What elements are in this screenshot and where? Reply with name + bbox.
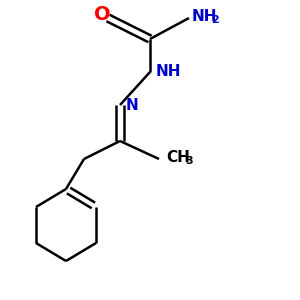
Text: N: N [126, 98, 139, 112]
Text: 2: 2 [212, 15, 219, 26]
Text: CH: CH [167, 150, 191, 165]
Text: NH: NH [156, 64, 182, 80]
Text: 3: 3 [185, 156, 193, 167]
Text: NH: NH [192, 9, 218, 24]
Text: O: O [94, 5, 110, 25]
